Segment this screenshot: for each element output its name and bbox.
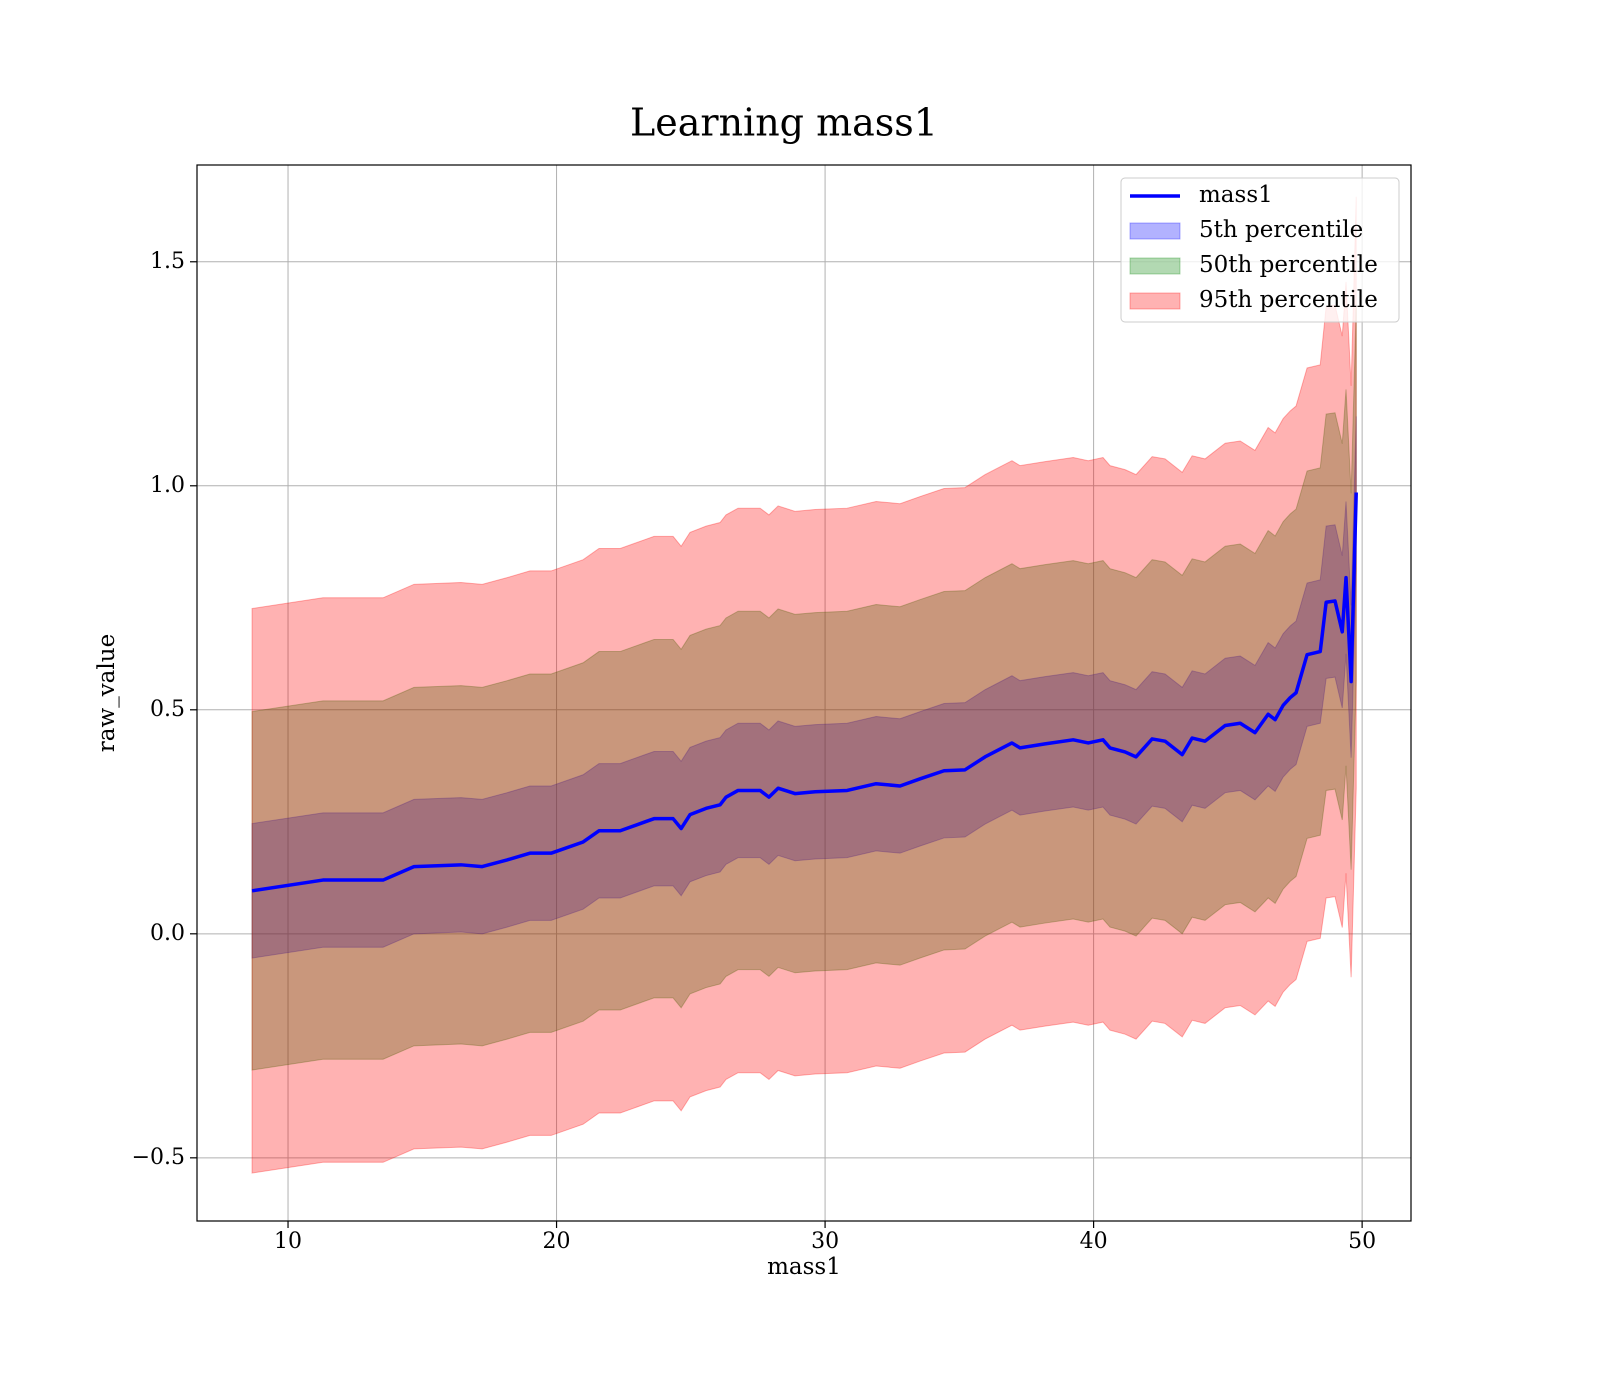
- plot-frame: [196, 164, 1412, 1222]
- legend-patch: [1129, 292, 1181, 310]
- y-tick-label: 1.0: [150, 473, 185, 498]
- y-tick-label: 0.0: [150, 921, 185, 946]
- x-tick-label: 30: [811, 1229, 839, 1254]
- bands: [251, 196, 1357, 1174]
- percentile-band: [251, 196, 1357, 1174]
- chart-title: Learning mass1: [630, 101, 938, 145]
- legend-label: 95th percentile: [1199, 287, 1378, 313]
- legend-label: 50th percentile: [1199, 252, 1378, 278]
- x-tick-label: 10: [274, 1229, 302, 1254]
- x-tick-label: 50: [1348, 1229, 1376, 1254]
- legend: mass1 5th percentile 50th percentile 95th p…: [1120, 177, 1400, 323]
- legend-box: [1120, 177, 1400, 323]
- legend-label: 5th percentile: [1199, 217, 1363, 243]
- y-tick-label: 1.5: [150, 249, 185, 274]
- legend-patch: [1129, 222, 1181, 240]
- x-tick-label: 40: [1080, 1229, 1108, 1254]
- ticks: 10 20 30 40 50 −0.5 0.0 0.5 1.0 1.5: [132, 249, 1377, 1254]
- legend-label: mass1: [1199, 182, 1273, 208]
- legend-patch: [1129, 257, 1181, 275]
- lines: [251, 492, 1358, 893]
- y-axis-label: raw_value: [94, 634, 120, 752]
- data-line: [251, 492, 1358, 893]
- x-tick-label: 20: [543, 1229, 571, 1254]
- percentile-band: [251, 304, 1357, 1071]
- y-tick-label: −0.5: [132, 1145, 185, 1170]
- y-tick-label: 0.5: [150, 697, 185, 722]
- percentile-band: [251, 416, 1357, 959]
- x-axis-label: mass1: [767, 1254, 841, 1280]
